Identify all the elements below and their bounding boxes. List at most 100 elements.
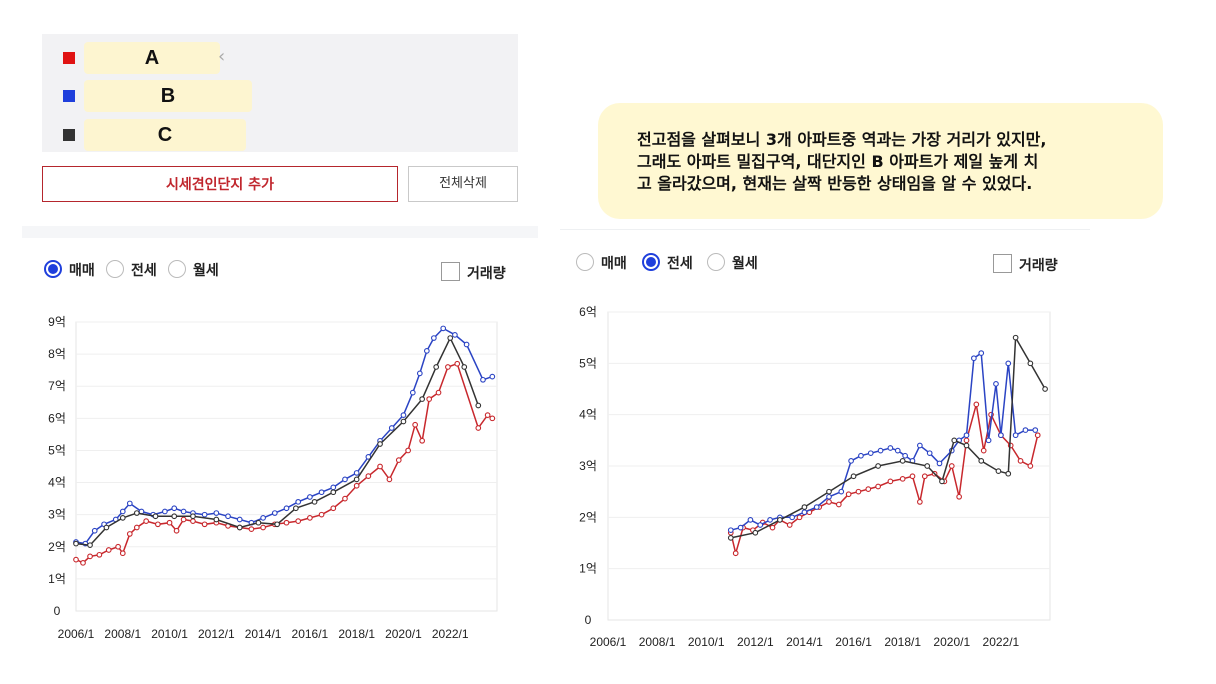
radio-dot[interactable] (168, 260, 186, 278)
data-point-b (431, 335, 437, 341)
x-tick-label: 2022/1 (432, 627, 469, 641)
data-point-c (1042, 386, 1048, 392)
data-point-a (489, 415, 496, 422)
data-point-a (201, 521, 208, 528)
data-point-b (757, 522, 764, 528)
data-point-b (971, 355, 977, 362)
data-point-a (377, 463, 383, 470)
data-point-a (899, 475, 906, 482)
x-tick-label: 2006/1 (58, 627, 95, 641)
data-point-a (948, 463, 955, 469)
data-point-b (295, 498, 302, 505)
data-point-a (365, 473, 372, 479)
data-point-a (835, 501, 842, 508)
x-tick-label: 2018/1 (338, 627, 375, 641)
data-point-a (1027, 463, 1034, 469)
radio-dot[interactable] (707, 253, 725, 271)
data-point-b (917, 442, 923, 449)
data-point-c (752, 529, 759, 536)
data-point-c (190, 513, 196, 520)
checkbox-box[interactable] (441, 262, 460, 281)
data-point-b (307, 494, 313, 500)
data-point-c (330, 489, 337, 496)
data-point-a (875, 483, 881, 490)
legend-panel: A ‹ B C (42, 34, 518, 152)
data-point-b (838, 488, 845, 495)
radio-dot[interactable] (106, 260, 124, 278)
add-complex-button[interactable]: 시세견인단지 추가 (42, 166, 398, 202)
data-point-a (1017, 458, 1024, 464)
data-point-b (902, 452, 908, 459)
y-tick-label: 9억 (48, 315, 66, 329)
chevron-left-icon[interactable]: ‹ (218, 46, 226, 67)
x-tick-label: 2014/1 (245, 627, 282, 641)
data-point-a (786, 522, 793, 528)
data-point-c (255, 519, 262, 526)
radio-dot-selected[interactable] (44, 260, 62, 278)
data-point-c (274, 521, 280, 528)
data-point-a (126, 531, 133, 537)
data-point-c (939, 478, 945, 485)
data-point-a (963, 437, 970, 444)
radio-label: 월세 (193, 263, 219, 279)
radio-label: 매매 (601, 256, 627, 272)
data-point-a (386, 476, 393, 483)
data-point-b (400, 412, 407, 418)
data-point-b (271, 510, 278, 516)
data-point-b (416, 370, 423, 377)
y-tick-label: 5억 (48, 443, 66, 457)
checkbox-box[interactable] (993, 254, 1012, 273)
radio-label: 전세 (667, 256, 693, 272)
data-point-b (936, 460, 943, 467)
data-point-b (489, 373, 496, 380)
data-point-c (899, 458, 906, 464)
data-point-c (433, 364, 440, 370)
data-point-a (412, 421, 418, 428)
data-point-a (956, 493, 962, 500)
data-point-a (855, 488, 862, 495)
clear-all-button[interactable]: 전체삭제 (408, 166, 518, 202)
data-point-a (419, 437, 426, 444)
x-tick-label: 2010/1 (688, 635, 725, 649)
data-point-a (283, 519, 290, 526)
legend-swatch-c (63, 129, 75, 141)
data-point-c (311, 498, 318, 505)
data-point-b (877, 447, 884, 454)
data-point-b (342, 476, 348, 483)
data-point-c (152, 513, 159, 520)
data-point-a (173, 527, 180, 534)
series-line-c (730, 335, 1046, 539)
data-point-c (119, 515, 126, 521)
data-point-b (126, 500, 133, 507)
y-tick-label: 0 (54, 604, 61, 618)
data-point-c (801, 504, 808, 510)
data-point-c (133, 510, 140, 516)
data-point-b (867, 450, 874, 457)
y-tick-label: 0 (585, 613, 592, 627)
data-point-a (96, 551, 103, 558)
data-point-b (894, 447, 901, 454)
data-point-c (213, 516, 220, 523)
data-point-a (143, 518, 150, 524)
data-point-b (180, 508, 187, 515)
radio-dot[interactable] (576, 253, 594, 271)
data-point-b (1012, 432, 1019, 439)
radio-dot-selected[interactable] (642, 253, 660, 271)
data-point-b (91, 527, 98, 534)
y-tick-label: 4억 (579, 408, 597, 422)
data-point-c (875, 463, 881, 469)
data-point-b (162, 508, 168, 515)
annotation-callout: 전고점을 살펴보니 3개 아파트중 역과는 가장 거리가 있지만, 그래도 아파… (598, 103, 1163, 219)
data-point-c (419, 396, 426, 402)
data-point-c (73, 540, 79, 547)
data-point-a (307, 515, 313, 521)
data-point-a (405, 447, 411, 454)
data-point-c (475, 402, 482, 409)
data-point-c (951, 437, 958, 444)
radio-label: 매매 (69, 263, 95, 279)
checkbox-label: 거래량 (1019, 258, 1058, 274)
x-tick-label: 2020/1 (933, 635, 970, 649)
data-point-a (973, 401, 980, 408)
data-point-a (180, 516, 187, 523)
